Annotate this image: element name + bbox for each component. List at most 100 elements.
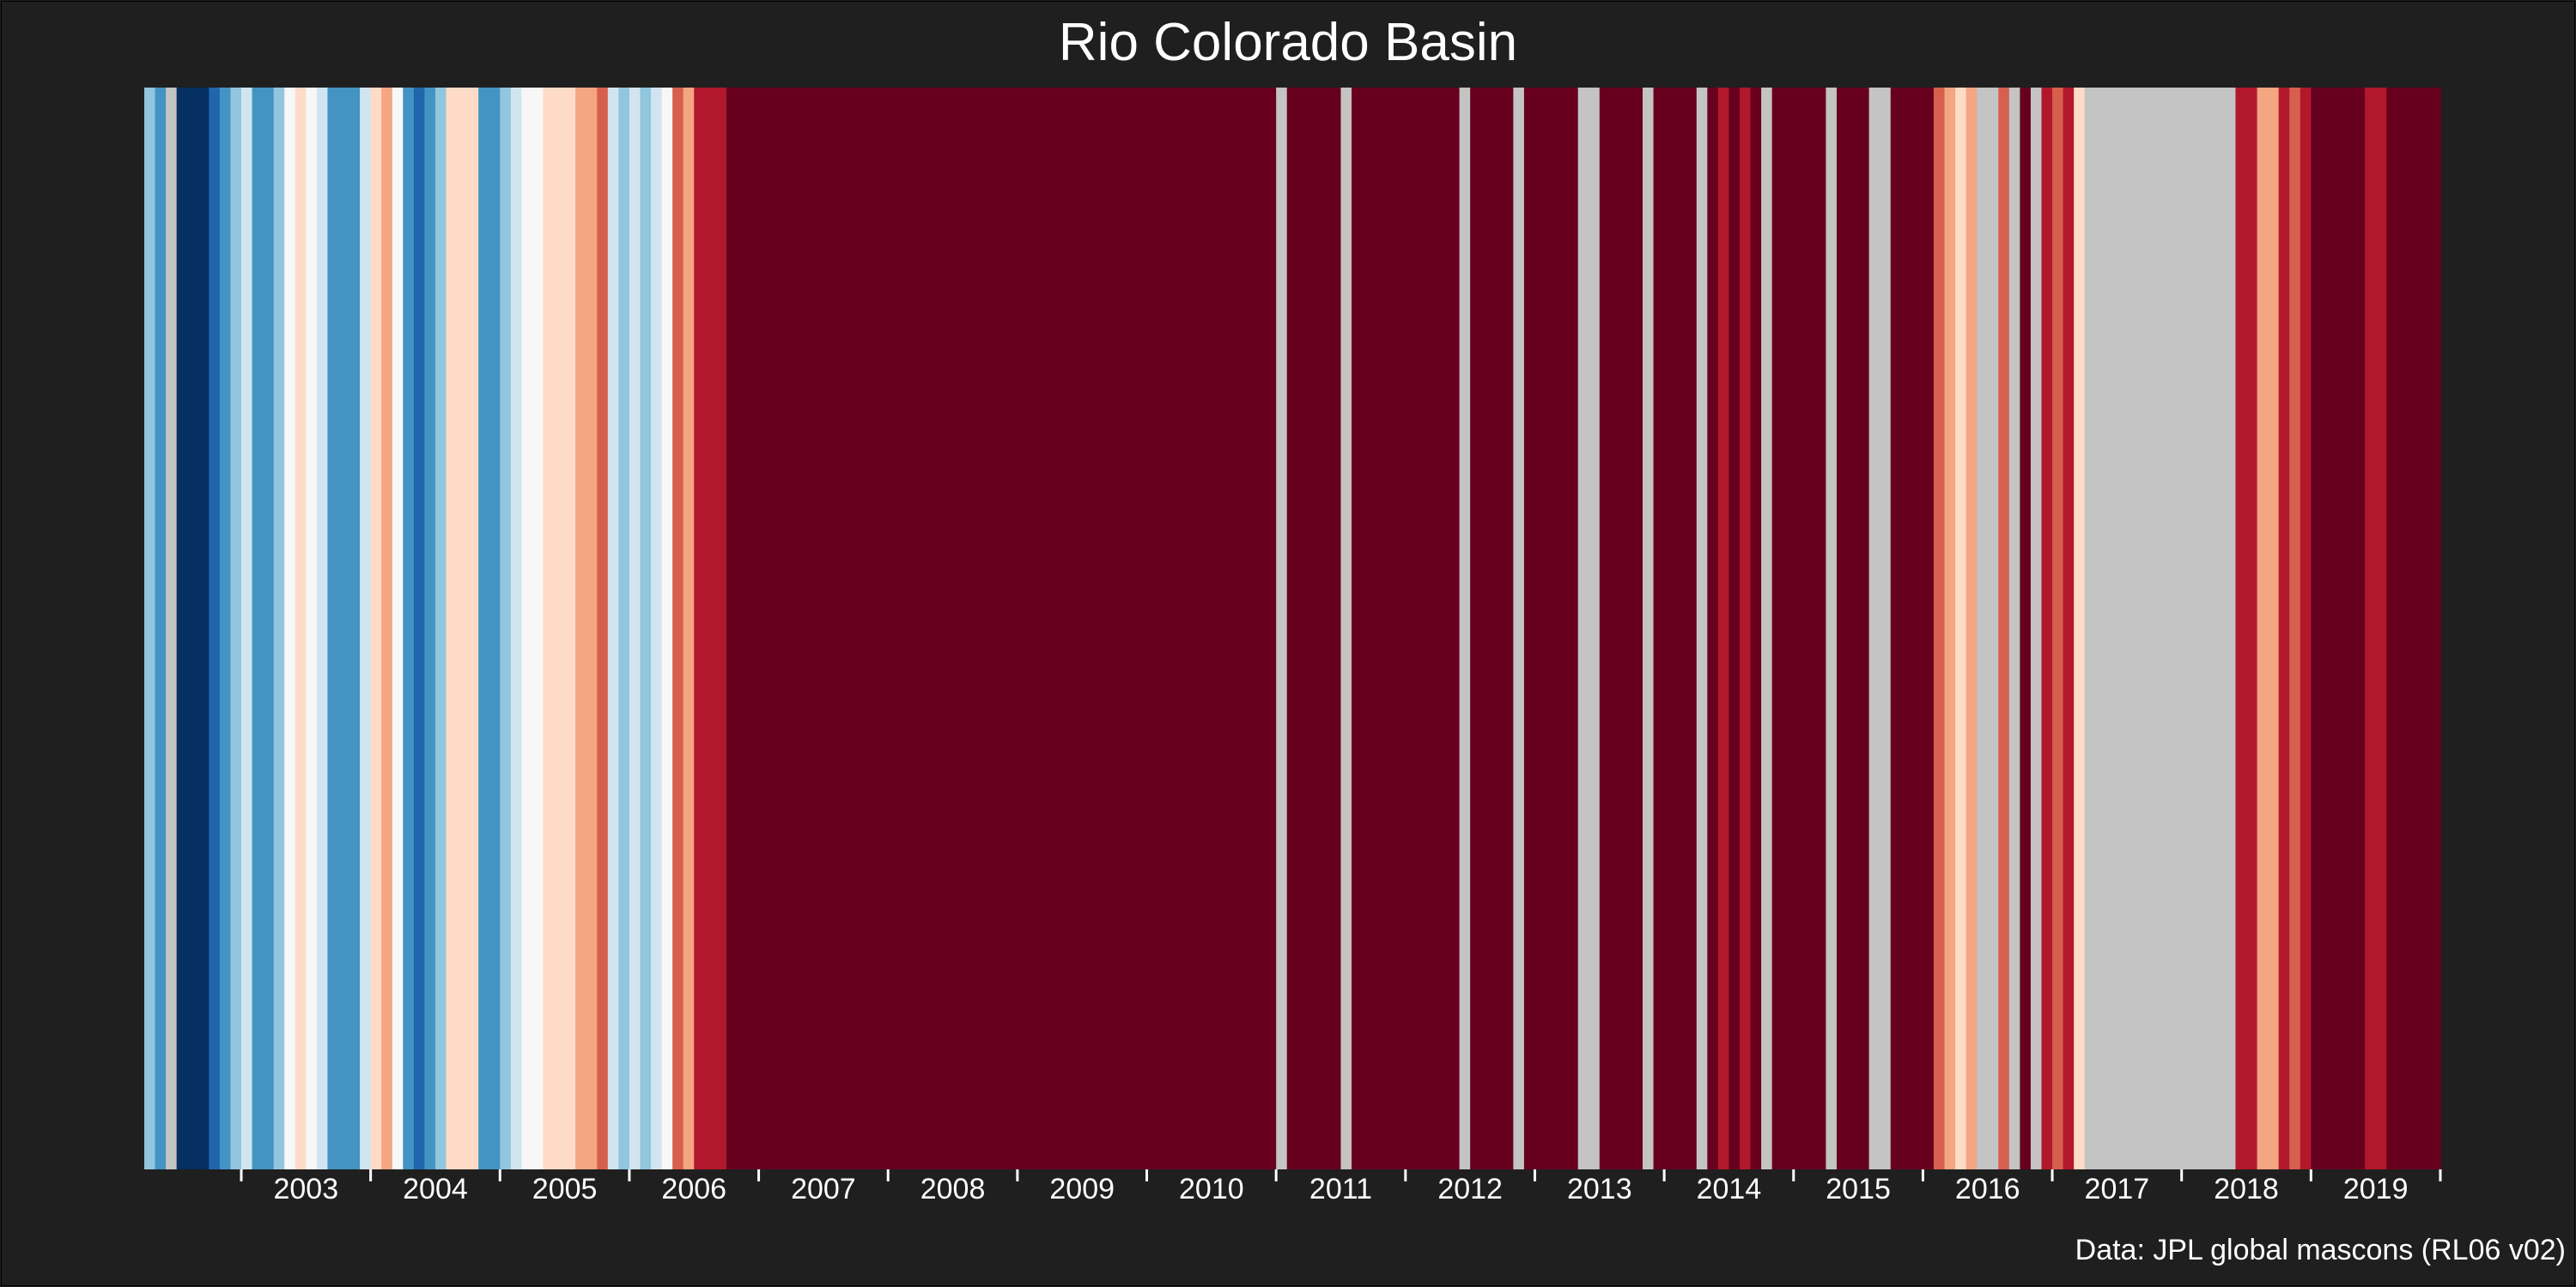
stripe-2006-02 <box>640 88 652 1169</box>
stripe-2016-08 <box>1998 88 2010 1169</box>
stripe-2008-09 <box>974 88 986 1169</box>
stripe-2003-01 <box>240 88 253 1169</box>
stripe-2018-04 <box>2214 88 2226 1169</box>
x-tick-label-2009: 2009 <box>1049 1173 1115 1205</box>
stripe-2007-01 <box>758 88 770 1169</box>
stripe-2005-02 <box>510 88 522 1169</box>
stripe-2010-01 <box>1146 88 1158 1169</box>
stripe-2013-03 <box>1556 88 1568 1169</box>
stripe-2014-08 <box>1739 88 1752 1169</box>
stripe-2009-03 <box>1038 88 1051 1169</box>
stripe-2007-05 <box>801 88 813 1169</box>
stripe-2008-12 <box>1006 88 1018 1169</box>
stripe-2012-01 <box>1405 88 1417 1169</box>
stripe-2017-04 <box>2084 88 2096 1169</box>
x-tick-label-2019: 2019 <box>2343 1173 2409 1205</box>
stripe-2006-11 <box>737 88 749 1169</box>
stripe-2007-03 <box>780 88 792 1169</box>
stripe-2017-02 <box>2063 88 2075 1169</box>
stripe-2007-08 <box>834 88 846 1169</box>
stripe-2019-11 <box>2418 88 2431 1169</box>
stripe-2013-12 <box>1653 88 1665 1169</box>
stripe-2006-04 <box>661 88 673 1169</box>
stripe-2010-12 <box>1265 88 1277 1169</box>
stripe-2008-06 <box>942 88 954 1169</box>
stripe-2004-02 <box>381 88 393 1169</box>
stripe-2005-08 <box>575 88 587 1169</box>
stripe-2012-11 <box>1513 88 1525 1169</box>
stripe-2005-01 <box>500 88 512 1169</box>
stripe-2007-02 <box>769 88 781 1169</box>
stripe-2011-10 <box>1373 88 1385 1169</box>
stripe-2013-07 <box>1599 88 1611 1169</box>
stripe-2018-12 <box>2300 88 2312 1169</box>
stripe-2003-11 <box>349 88 361 1169</box>
stripe-2016-09 <box>2008 88 2020 1169</box>
stripe-2019-02 <box>2321 88 2334 1169</box>
stripe-2015-03 <box>1814 88 1827 1169</box>
x-tick-label-2011: 2011 <box>1309 1173 1372 1205</box>
stripe-2003-08 <box>316 88 329 1169</box>
stripe-2017-10 <box>2149 88 2161 1169</box>
stripe-2019-08 <box>2386 88 2398 1169</box>
stripe-2008-07 <box>952 88 964 1169</box>
stripe-2017-03 <box>2074 88 2086 1169</box>
stripe-2011-09 <box>1362 88 1374 1169</box>
stripe-2008-04 <box>920 88 933 1169</box>
stripe-2010-10 <box>1243 88 1255 1169</box>
stripe-2008-02 <box>898 88 910 1169</box>
stripe-2012-02 <box>1416 88 1428 1169</box>
stripe-2006-12 <box>748 88 760 1169</box>
stripe-2014-01 <box>1664 88 1676 1169</box>
stripe-2015-10 <box>1890 88 1902 1169</box>
x-tick-label-2013: 2013 <box>1567 1173 1632 1205</box>
stripe-2011-04 <box>1308 88 1320 1169</box>
stripe-2019-03 <box>2332 88 2344 1169</box>
stripe-2018-11 <box>2289 88 2301 1169</box>
stripe-2017-08 <box>2127 88 2140 1169</box>
stripe-2005-05 <box>543 88 555 1169</box>
stripe-2011-01 <box>1276 88 1288 1169</box>
stripe-2006-01 <box>629 88 641 1169</box>
stripe-2018-01 <box>2181 88 2193 1169</box>
stripe-2009-05 <box>1060 88 1072 1169</box>
stripe-2012-09 <box>1492 88 1504 1169</box>
stripe-2015-09 <box>1880 88 1892 1169</box>
stripe-2019-04 <box>2343 88 2355 1169</box>
stripe-2010-09 <box>1232 88 1245 1169</box>
x-tick-label-2004: 2004 <box>403 1173 468 1205</box>
stripe-2015-06 <box>1847 88 1859 1169</box>
stripe-2011-08 <box>1352 88 1364 1169</box>
stripe-2008-10 <box>985 88 997 1169</box>
stripe-2003-09 <box>327 88 339 1169</box>
stripe-2007-10 <box>855 88 867 1169</box>
stripe-2002-12 <box>230 88 242 1169</box>
x-tick-label-2006: 2006 <box>661 1173 726 1205</box>
stripe-2004-10 <box>467 88 479 1169</box>
stripe-2017-09 <box>2138 88 2150 1169</box>
stripe-2011-05 <box>1319 88 1331 1169</box>
stripe-2009-08 <box>1092 88 1104 1169</box>
stripe-2004-08 <box>446 88 458 1169</box>
stripe-2007-04 <box>791 88 803 1169</box>
stripe-2012-08 <box>1480 88 1492 1169</box>
stripe-2009-06 <box>1071 88 1083 1169</box>
stripe-2010-08 <box>1222 88 1234 1169</box>
stripe-2018-10 <box>2278 88 2290 1169</box>
stripe-2007-12 <box>877 88 889 1169</box>
stripe-2019-05 <box>2354 88 2366 1169</box>
stripe-2013-10 <box>1631 88 1643 1169</box>
stripe-2016-12 <box>2041 88 2053 1169</box>
stripe-2005-11 <box>607 88 619 1169</box>
stripe-2016-11 <box>2030 88 2043 1169</box>
stripe-2019-07 <box>2375 88 2387 1169</box>
x-tick-label-2005: 2005 <box>532 1173 598 1205</box>
stripe-2014-06 <box>1717 88 1730 1169</box>
x-tick-label-2016: 2016 <box>1955 1173 2020 1205</box>
stripe-2005-09 <box>586 88 598 1169</box>
stripe-2018-03 <box>2202 88 2215 1169</box>
stripe-2013-04 <box>1567 88 1579 1169</box>
stripe-2002-11 <box>219 88 232 1169</box>
stripe-2016-06 <box>1977 88 1989 1169</box>
stripe-2009-11 <box>1125 88 1137 1169</box>
